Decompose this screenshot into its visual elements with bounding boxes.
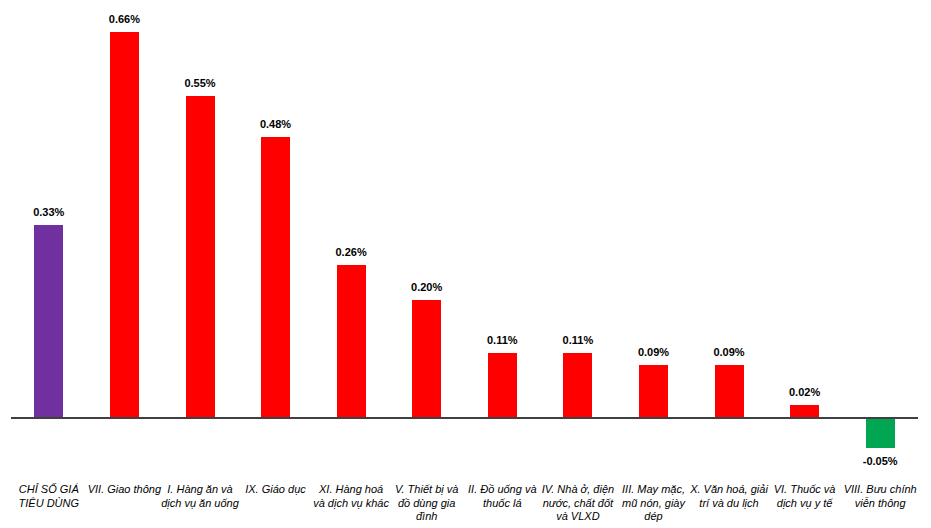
bar-0 [34, 225, 63, 417]
value-label-7: 0.11% [543, 334, 613, 346]
bar-4 [337, 265, 366, 417]
x-axis-line [11, 417, 918, 419]
bar-chart: 0.33%CHỈ SỐ GIÁ TIÊU DÙNG0.66%VII. Giao … [0, 0, 931, 528]
value-label-6: 0.11% [467, 334, 537, 346]
value-label-0: 0.33% [14, 206, 84, 218]
value-label-2: 0.55% [165, 77, 235, 89]
bar-6 [488, 353, 517, 417]
value-label-1: 0.66% [89, 13, 159, 25]
bar-11 [866, 419, 895, 448]
bar-7 [563, 353, 592, 417]
category-label-11: VIII. Bưu chính viễn thông [835, 483, 925, 510]
value-label-11: -0.05% [845, 455, 915, 467]
bar-1 [110, 32, 139, 417]
bar-9 [715, 365, 744, 417]
value-label-9: 0.09% [694, 346, 764, 358]
value-label-8: 0.09% [619, 346, 689, 358]
value-label-4: 0.26% [316, 246, 386, 258]
bar-2 [186, 96, 215, 417]
value-label-5: 0.20% [392, 281, 462, 293]
value-label-3: 0.48% [241, 118, 311, 130]
bar-8 [639, 365, 668, 417]
bar-10 [790, 405, 819, 417]
value-label-10: 0.02% [770, 386, 840, 398]
bar-3 [261, 137, 290, 417]
bar-5 [412, 300, 441, 417]
